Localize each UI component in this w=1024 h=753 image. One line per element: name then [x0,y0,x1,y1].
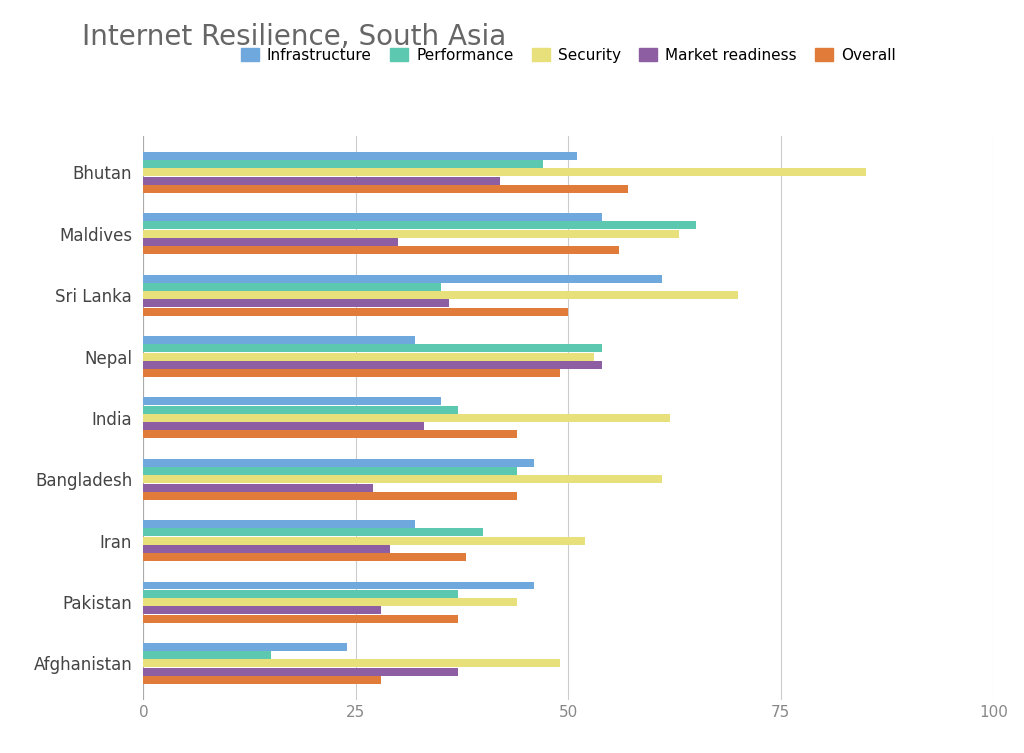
Bar [143,614,458,623]
Bar [143,246,620,255]
Bar [143,529,483,536]
Bar [143,398,440,405]
Bar [143,221,696,230]
Bar [143,185,628,193]
Bar [143,676,381,684]
Bar [143,475,662,483]
Bar [143,467,517,475]
Bar [143,492,517,500]
Bar [143,660,560,667]
Bar [143,369,560,377]
Bar [143,590,458,598]
Bar [143,238,398,246]
Bar [143,160,543,168]
Text: Internet Resilience, South Asia: Internet Resilience, South Asia [82,23,506,50]
Bar [143,336,416,344]
Bar [143,352,594,361]
Bar [143,275,662,282]
Bar [143,651,270,659]
Bar [143,581,535,590]
Bar [143,169,866,176]
Bar [143,431,517,438]
Bar [143,177,501,184]
Bar [143,344,602,352]
Bar [143,537,586,544]
Bar [143,598,517,606]
Bar [143,361,602,369]
Bar [143,459,535,467]
Bar [143,213,602,221]
Bar [143,483,373,492]
Bar [143,406,458,413]
Bar [143,283,440,291]
Bar [143,520,416,528]
Bar [143,606,381,614]
Bar [143,422,424,430]
Bar [143,414,671,422]
Bar [143,545,390,553]
Bar [143,230,679,238]
Bar [143,300,450,307]
Bar [143,553,466,561]
Bar [143,291,738,299]
Bar [143,308,568,316]
Bar [143,152,577,160]
Bar [143,643,347,651]
Bar [143,668,458,675]
Legend: Infrastructure, Performance, Security, Market readiness, Overall: Infrastructure, Performance, Security, M… [234,41,902,69]
